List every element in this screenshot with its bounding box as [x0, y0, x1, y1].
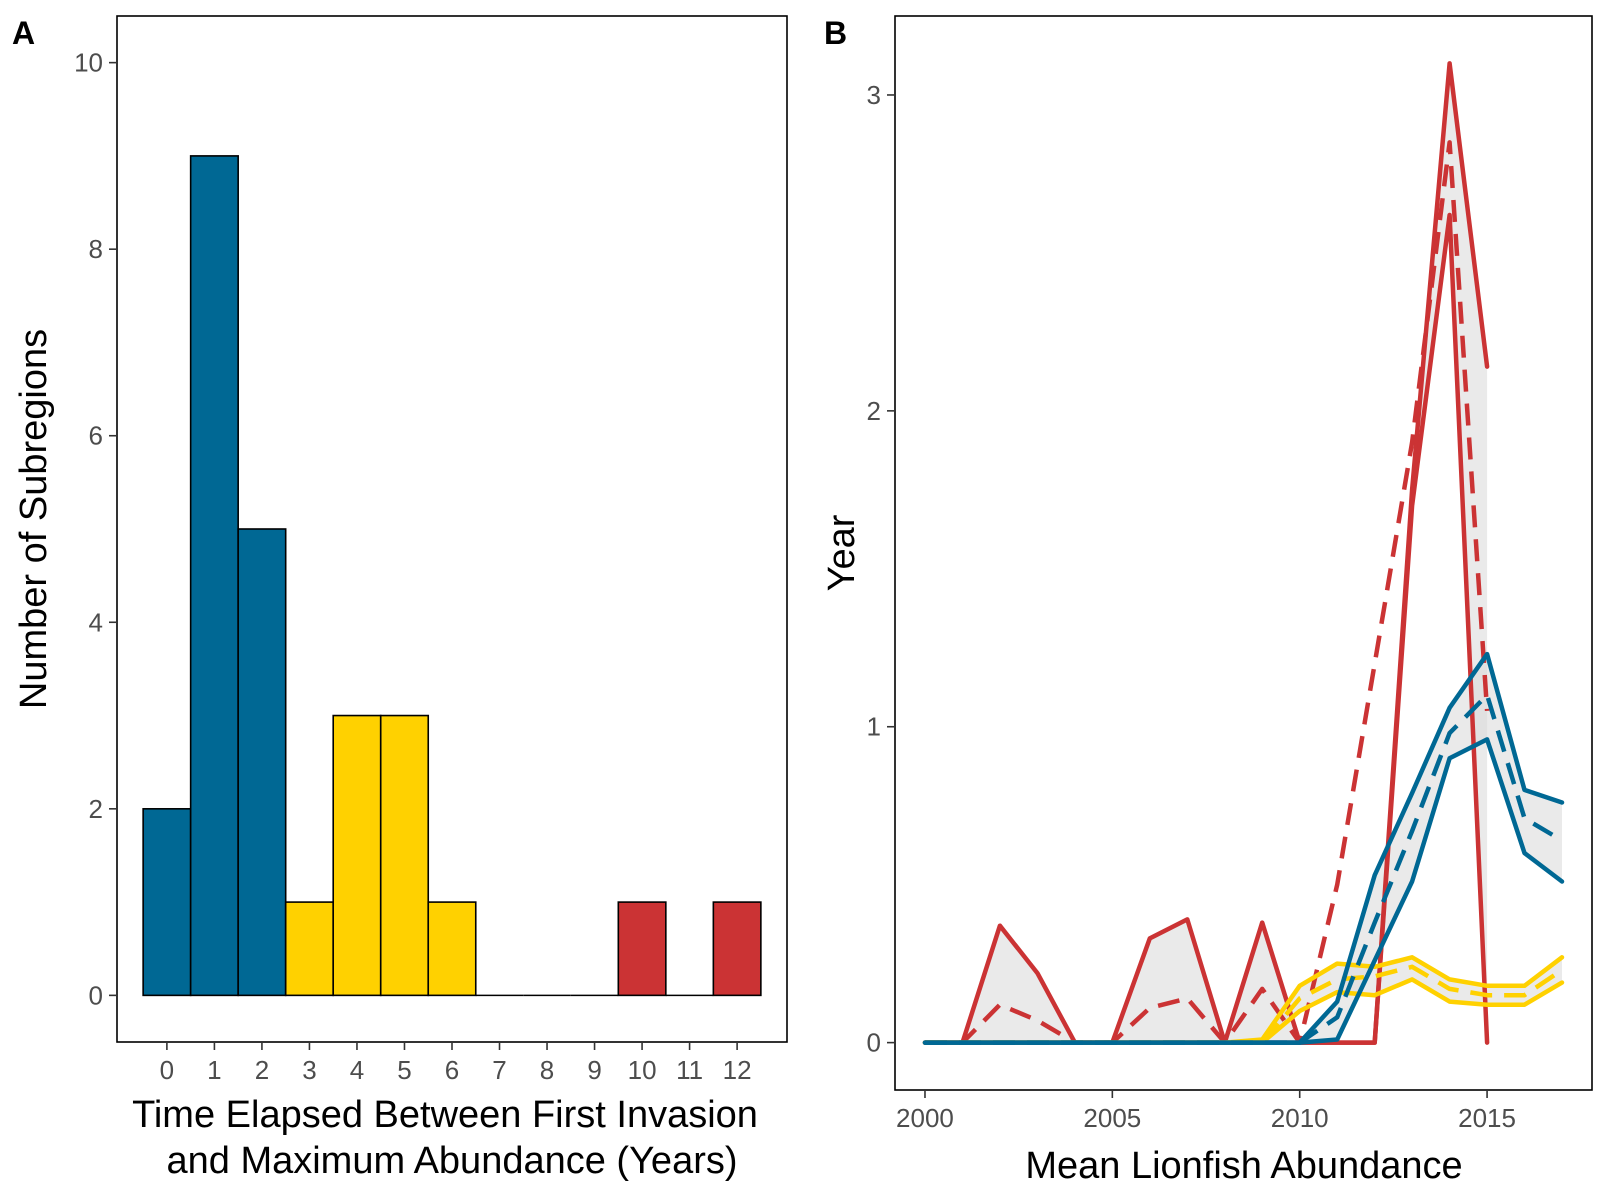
x-tick-label-11: 11	[676, 1055, 703, 1085]
panel-b-y-axis: 0 1 2 3	[867, 80, 895, 1058]
y-tick-label-10: 10	[74, 48, 103, 78]
x-tick-label-12: 12	[723, 1055, 752, 1085]
mean-line-early	[925, 692, 1564, 1045]
x-tick-label-2000: 2000	[896, 1103, 954, 1133]
mean-line-late	[925, 140, 1490, 1045]
x-tick-label-2005: 2005	[1083, 1103, 1141, 1133]
panel-b-plot-frame	[894, 15, 1593, 1091]
histogram-bar-12	[712, 901, 762, 997]
panel-b-x-axis-title: Mean Lionfish Abundance	[1025, 1145, 1462, 1187]
panel-b-label: B	[824, 15, 847, 51]
panel-b-y-axis-title: Year	[821, 514, 863, 591]
x-tick-label-5: 5	[397, 1055, 411, 1085]
x-tick-label-10: 10	[628, 1055, 657, 1085]
panel-a-x-axis-title-line2: and Maximum Abundance (Years)	[166, 1140, 737, 1182]
y-tick-label-3: 3	[867, 80, 881, 110]
y-tick-label-0: 0	[867, 1028, 881, 1058]
y-tick-label-0: 0	[89, 980, 103, 1010]
x-tick-label-3: 3	[302, 1055, 316, 1085]
panel-a-label: A	[12, 15, 35, 51]
ribbon-mid	[925, 957, 1562, 1043]
y-tick-label-6: 6	[89, 421, 103, 451]
x-tick-label-8: 8	[540, 1055, 554, 1085]
x-tick-label-9: 9	[587, 1055, 601, 1085]
panel-a-y-axis: 0 2 4 6 8 10	[74, 48, 117, 1010]
y-tick-label-1: 1	[867, 712, 881, 742]
panel-a-y-axis-title: Number of Subregions	[13, 329, 55, 709]
x-tick-label-2010: 2010	[1271, 1103, 1329, 1133]
y-tick-label-2: 2	[89, 794, 103, 824]
panel-b-timeseries: B 0 1 2 3 2000 2005 2010 2015 Year Mean Lionfi…	[821, 15, 1593, 1187]
histogram-bar-5	[379, 714, 430, 997]
x-tick-label-7: 7	[492, 1055, 506, 1085]
panel-b-x-axis: 2000 2005 2010 2015	[896, 1090, 1516, 1133]
y-tick-label-2: 2	[867, 396, 881, 426]
histogram-bar-10	[617, 901, 667, 997]
x-tick-label-4: 4	[350, 1055, 364, 1085]
histogram-bar-4	[332, 714, 382, 997]
x-tick-label-2: 2	[255, 1055, 269, 1085]
panel-a-x-axis: 0 1 2 3 4 5 6 7 8 9 10 11 12	[160, 1042, 752, 1085]
panel-b-ribbons	[925, 63, 1562, 1043]
histogram-bar-0	[142, 808, 192, 997]
panel-a-x-axis-title-line1: Time Elapsed Between First Invasion	[132, 1094, 758, 1136]
panel-a-bars	[142, 155, 762, 997]
histogram-bar-2	[237, 528, 287, 997]
y-tick-label-4: 4	[89, 607, 103, 637]
y-tick-label-8: 8	[89, 234, 103, 264]
x-tick-label-1: 1	[207, 1055, 221, 1085]
x-tick-label-2015: 2015	[1458, 1103, 1516, 1133]
histogram-bar-3	[284, 901, 335, 997]
histogram-bar-6	[427, 901, 477, 997]
histogram-bar-1	[189, 155, 239, 997]
x-tick-label-6: 6	[445, 1055, 459, 1085]
x-tick-label-0: 0	[160, 1055, 174, 1085]
panel-b-lines	[922, 61, 1565, 1045]
lower-line-late	[922, 212, 1490, 1045]
